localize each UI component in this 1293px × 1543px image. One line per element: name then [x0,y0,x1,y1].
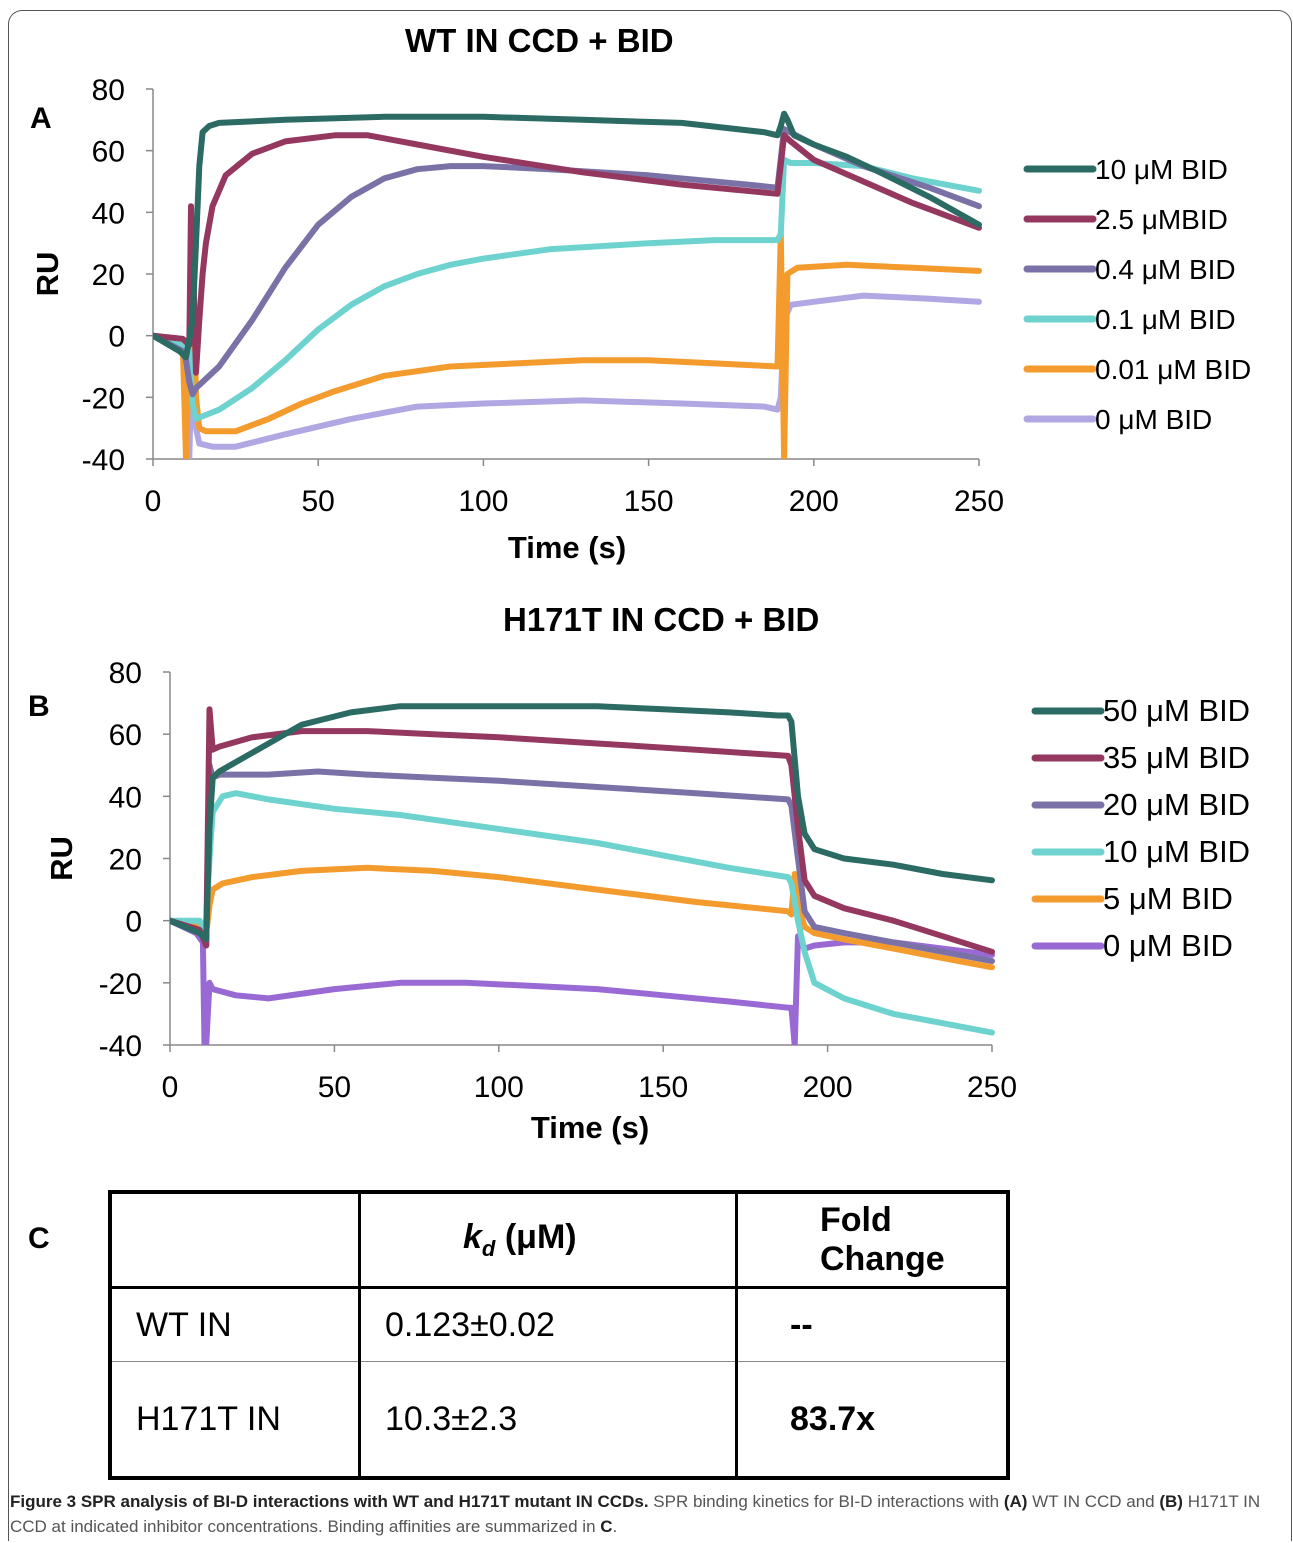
table-cell-kd: 0.123±0.02 [359,1287,738,1362]
series-line-3 [153,156,982,422]
chart-b-title: H171T IN CCD + BID [503,601,820,638]
legend-label: 35 μM BID [1103,740,1250,775]
affinity-table: kd (μM) Fold Change WT IN 0.123±0.02 -- … [108,1190,1010,1480]
series-group [170,703,995,1045]
legend-label: 10 μM BID [1095,154,1228,185]
x-tick-label: 250 [967,1071,1017,1104]
series-line-2 [153,126,982,398]
caption-title: Figure 3 SPR analysis of BI-D interactio… [10,1492,649,1511]
table-cell-fold: 83.7x [790,1399,876,1438]
kd-symbol: k [463,1218,482,1257]
kd-subscript: d [481,1235,496,1261]
series-line-4 [153,218,982,459]
series-line-0 [153,110,982,361]
y-tick-label: -40 [99,1030,142,1063]
chart-a: -40 -20 0 20 40 60 80 0 50 100 150 200 250 Time (s) RU… [30,74,1251,565]
series-line-5 [153,292,982,459]
figure-frame [8,10,1292,1541]
x-tick-label: 250 [954,485,1004,518]
panel-b-letter: B [28,690,50,723]
x-tick-label: 0 [145,485,162,518]
series-line-1 [153,132,982,376]
x-tick-label: 150 [638,1071,688,1104]
y-tick-label: 80 [92,74,125,107]
y-axis-label: RU [30,252,65,297]
caption-text-2: WT IN CCD and [1027,1492,1160,1511]
legend-label: 0 μM BID [1103,928,1233,963]
figure-caption: Figure 3 SPR analysis of BI-D interactio… [10,1489,1280,1539]
x-tick-label: 150 [624,485,674,518]
legend-label: 20 μM BID [1103,787,1250,822]
x-axis-label: Time (s) [531,1110,649,1145]
x-tick-label: 100 [458,485,508,518]
table-cell-name: H171T IN [110,1361,361,1478]
x-tick-label: 0 [162,1071,179,1104]
panel-c-letter: C [28,1222,50,1255]
legend-label: 10 μM BID [1103,834,1250,869]
table-row: H171T IN 10.3±2.3 83.7x [110,1361,1008,1478]
kd-unit: (μM) [504,1218,577,1257]
caption-text-3: H171T IN CCD at indicated inhibitor conc… [10,1492,1261,1536]
table-row: WT IN 0.123±0.02 -- [110,1287,1008,1362]
series-line-5 [170,917,995,1045]
legend-label: 0 μM BID [1095,404,1212,435]
legend-label: 0.01 μM BID [1095,354,1251,385]
table-cell-name: WT IN [110,1287,361,1362]
caption-ref-b: (B) [1159,1492,1183,1511]
panel-a-letter: A [30,102,52,135]
chart-a-title: WT IN CCD + BID [405,22,674,59]
legend-label: 50 μM BID [1103,693,1250,728]
y-tick-label: 20 [92,259,125,292]
y-tick-label: 60 [92,136,125,169]
y-tick-label: -40 [82,444,125,477]
y-tick-label: 0 [125,906,142,939]
series-line-4 [170,864,995,971]
legend-label: 5 μM BID [1103,881,1233,916]
x-axis-label: Time (s) [508,530,626,565]
y-tick-label: 80 [109,657,142,690]
legend-label: 0.1 μM BID [1095,304,1236,335]
series-line-0 [170,703,995,943]
table-header-blank [110,1192,361,1289]
x-tick-label: 200 [789,485,839,518]
x-tick-label: 50 [318,1071,351,1104]
y-tick-label: 0 [108,321,125,354]
caption-ref-c: C [600,1517,613,1536]
series-line-1 [170,706,995,955]
y-tick-label: 60 [109,719,142,752]
y-tick-label: 40 [109,781,142,814]
table-cell-kd: 10.3±2.3 [359,1361,738,1478]
y-tick-label: 40 [92,197,125,230]
y-axis-label: RU [44,836,79,881]
caption-ref-a: (A) [1003,1492,1028,1511]
table-header-row: kd (μM) Fold Change [110,1192,1008,1289]
y-tick-label: -20 [99,968,142,1001]
legend-label: 2.5 μMBID [1095,204,1228,235]
caption-text-1: SPR binding kinetics for BI-D interactio… [648,1492,1004,1511]
x-tick-label: 100 [474,1071,524,1104]
x-tick-label: 200 [803,1071,853,1104]
y-tick-label: -20 [82,382,125,415]
caption-text-4: . [612,1517,618,1536]
y-tick-label: 20 [109,844,142,877]
chart-b: -40 -20 0 20 40 60 80 0 50 100 150 200 250 Time (s) RU… [44,657,1250,1145]
x-tick-label: 50 [302,485,335,518]
series-group [153,110,982,459]
legend-label: 0.4 μM BID [1095,254,1236,285]
table-header-kd: kd (μM) [359,1192,738,1289]
table-header-fold-change: Fold Change [736,1192,1008,1289]
table-cell-fold: -- [736,1287,1008,1362]
